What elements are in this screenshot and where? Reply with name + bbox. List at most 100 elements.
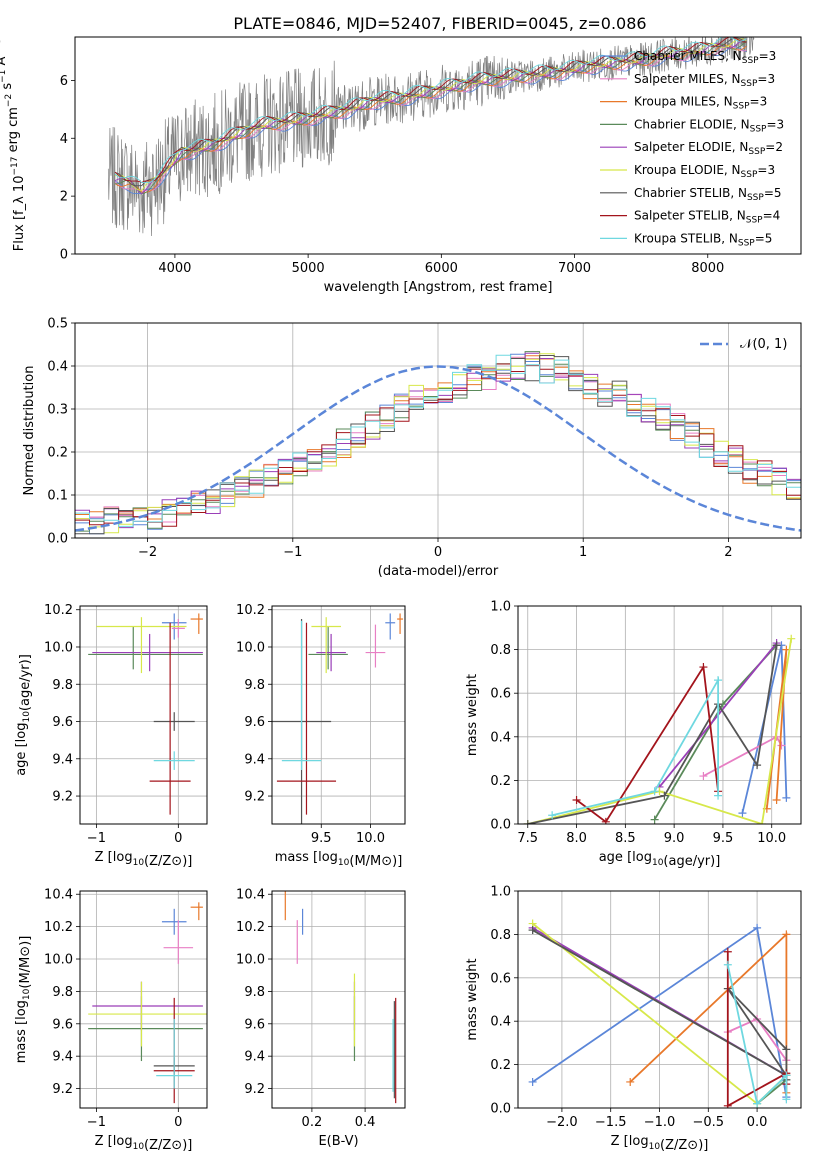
y-tick-label: 0.2 [47,446,68,461]
series-line [726,964,788,1106]
errorbar-chabrier-stelib [153,712,195,731]
axes-frame [79,890,208,1109]
plot-area [518,891,801,1108]
legend-entry: 𝒩(0, 1) [740,337,787,352]
y-tick-label: 0.2 [490,774,511,789]
x-axis-label: E(B-V) [318,1134,358,1149]
data-point [772,796,781,805]
plot-area [272,891,405,1108]
mass-vs-metallicity-panel: −1 0 9.2 9.4 9.6 9.8 10.0 10.2 10.4 Z [log10(Z/Z⊙… [14,888,208,1153]
data-point [753,1099,762,1108]
data-point [753,923,762,932]
histogram-salpeter-miles [75,356,801,523]
series-line [551,676,719,817]
legend-entry: Salpeter STELIB, NSSP=4 [634,209,780,226]
legend-entry: Chabrier MILES, NSSP=3 [634,49,776,66]
y-tick-label: 10.2 [44,603,73,618]
y-tick-label: 0.2 [490,1058,511,1073]
model-spectrum-salpeter-miles [114,45,747,192]
y-tick-label: 9.8 [244,678,265,693]
y-tick-label: 10.2 [236,920,265,935]
weight-vs-metallicity-panel: −2.0 −1.5 −1.0 −0.5 0.0 0.0 0.2 0.4 0.6 0.8 1.0 Z [… [465,885,802,1153]
data-point [572,796,581,805]
mass-vs-ebv-panel: 0.2 0.4 9.2 9.4 9.6 9.8 10.0 10.2 10.4 E(B-V) [236,888,406,1149]
series-kroupa-elodie [523,634,796,824]
x-tick-label: 0 [174,1115,182,1130]
legend-entry: Kroupa ELODIE, NSSP=3 [634,163,775,180]
y-tick-label: 9.2 [52,790,73,805]
x-axis-label: age [log10(age/yr)] [599,850,721,869]
age-vs-mass-panel: 9.5 10.0 9.2 9.4 9.6 9.8 10.0 10.2 mass [log10(M… [236,603,406,869]
x-tick-label: 10.0 [757,831,786,846]
axes-frame [74,36,802,255]
data-point [650,787,659,796]
x-tick-label: 1 [579,545,587,560]
data-point [626,1077,635,1086]
x-tick-label: 10.0 [356,831,385,846]
errorbar-salpeter-elodie [92,633,203,672]
data-point [548,811,557,820]
y-tick-label: 10.0 [236,640,265,655]
y-axis-label: mass weight [465,674,480,756]
y-tick-label: 9.2 [244,790,265,805]
y-tick-label: 9.8 [244,985,265,1000]
errorbar-chabrier-elodie [88,626,203,670]
plot-area [80,606,207,824]
x-tick-label: −0.5 [693,1115,725,1130]
y-tick-label: 2 [60,190,68,205]
x-axis-label: (data-model)/error [378,564,499,579]
series-line [741,644,788,814]
plot-area [518,606,801,824]
legend-entry: Chabrier STELIB, NSSP=5 [634,186,782,203]
y-tick-label: 9.2 [244,1082,265,1097]
x-tick-label: −1.5 [595,1115,627,1130]
data-point [714,676,723,685]
y-tick-label: 9.4 [244,1050,265,1065]
figure-title: PLATE=0846, MJD=52407, FIBERID=0045, z=0… [233,14,646,33]
data-point [738,809,747,818]
grid [272,606,405,824]
x-tick-label: 4000 [158,261,191,276]
errorbar-chabrier-miles [161,908,187,935]
y-tick-label: 9.2 [52,1082,73,1097]
data-point [777,741,786,750]
y-tick-label: 10.2 [44,920,73,935]
observed-spectrum [107,37,755,237]
series-line [527,645,778,824]
data-point [699,772,708,781]
y-tick-label: 0.4 [490,730,511,745]
y-tick-label: 9.6 [52,715,73,730]
y-tick-label: 9.4 [52,752,73,767]
histogram-chabrier-miles [75,353,801,535]
legend-entry: Kroupa STELIB, NSSP=5 [634,231,772,248]
data-point [523,820,532,824]
errorbar-chabrier-miles [385,613,396,640]
errorbar-salpeter-miles [163,920,194,964]
x-tick-label: 0 [434,545,442,560]
y-tick-label: 9.4 [52,1050,73,1065]
legend-entry: Salpeter MILES, NSSP=3 [634,72,775,89]
errorbar-kroupa-stelib [281,620,322,770]
y-tick-label: 6 [60,74,68,89]
y-tick-label: 9.4 [244,752,265,767]
grid [80,606,207,824]
legend: Chabrier MILES, NSSP=3 Salpeter MILES, NS… [600,49,784,248]
model-spectrum-chabrier-stelib [114,37,747,187]
x-tick-label: 9.5 [311,831,332,846]
x-tick-label: 5000 [292,261,325,276]
x-tick-label: 9.5 [713,831,734,846]
errorbar-salpeter-miles [171,619,185,638]
y-tick-label: 0.5 [47,317,68,332]
errorbar-salpeter-elodie [316,633,346,672]
y-tick-label: 0.3 [47,403,68,418]
y-tick-label: 0.6 [490,971,511,986]
errorbar-chabrier-elodie [308,626,348,670]
x-tick-label: −1 [87,831,106,846]
histogram-chabrier-elodie [75,351,801,532]
data-point [782,1045,791,1054]
axes-frame [517,605,802,825]
y-tick-label: 0.1 [47,489,68,504]
x-tick-label: 0.4 [355,1115,376,1130]
axes-frame [271,605,406,825]
